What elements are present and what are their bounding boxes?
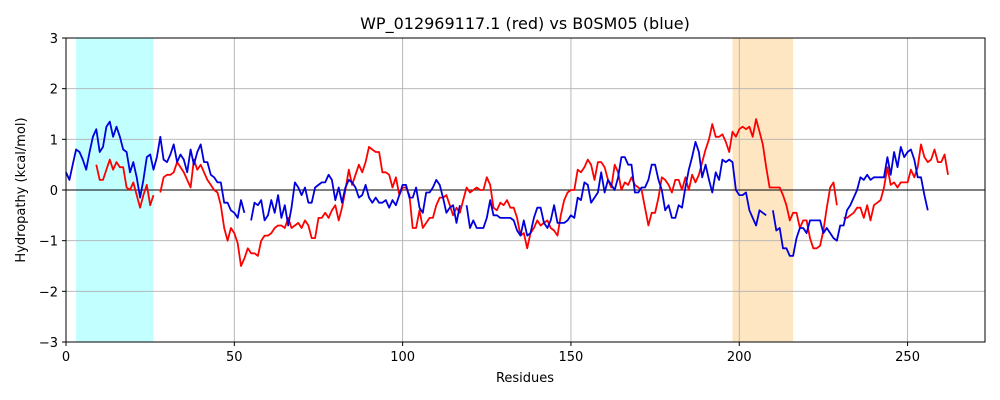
y-tick-label: −1 xyxy=(39,235,58,250)
y-tick-label: −3 xyxy=(39,336,58,351)
x-tick-label: 200 xyxy=(727,350,752,365)
y-tick-label: 0 xyxy=(50,184,58,199)
series-1-segment-2 xyxy=(465,140,767,237)
y-axis-label: Hydropathy (kcal/mol) xyxy=(14,117,29,262)
x-tick-label: 150 xyxy=(559,350,584,365)
series-0-segment-1 xyxy=(159,118,838,267)
y-tick-label: 2 xyxy=(50,83,58,98)
x-axis-label: Residues xyxy=(496,371,554,386)
series-0-segment-0 xyxy=(95,158,155,209)
x-tick-label: 50 xyxy=(226,350,243,365)
y-tick-label: 3 xyxy=(50,32,58,47)
series-1-segment-3 xyxy=(772,145,929,257)
x-tick-label: 0 xyxy=(62,350,70,365)
chart-title: WP_012969117.1 (red) vs B0SM05 (blue) xyxy=(360,14,690,34)
y-tick-label: 1 xyxy=(50,133,58,148)
x-tick-label: 100 xyxy=(390,350,415,365)
series-1-segment-0 xyxy=(65,120,246,219)
series-1-segment-1 xyxy=(250,173,461,227)
y-tick-label: −2 xyxy=(39,285,58,300)
plot-area: 0 50 100 150 200 250 −3 −2 −1 0 1 2 3 xyxy=(39,32,986,365)
series-0-segment-2 xyxy=(843,143,949,222)
x-tick-label: 250 xyxy=(895,350,920,365)
